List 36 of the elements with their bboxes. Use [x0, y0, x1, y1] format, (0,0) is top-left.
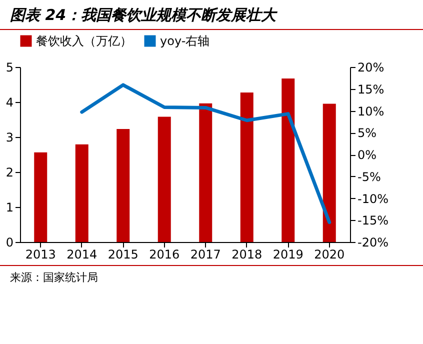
y-tick-label: 4 [6, 96, 14, 110]
y2-tick-label: 0% [358, 148, 377, 162]
bar [199, 103, 212, 242]
x-tick-label: 2020 [314, 248, 345, 262]
x-tick-label: 2018 [232, 248, 262, 262]
bar [116, 128, 130, 242]
x-tick-label: 2015 [108, 248, 138, 262]
y2-tick-label: -20% [358, 236, 389, 250]
y2-tick-label: 5% [358, 126, 377, 140]
source-note: 来源：国家统计局 [0, 265, 423, 289]
y2-tick-label: 20% [358, 60, 384, 74]
y-tick-label: 3 [6, 130, 14, 144]
x-tick-label: 2013 [25, 248, 56, 262]
y2-tick-label: -10% [358, 192, 389, 206]
y-tick-label: 1 [6, 200, 14, 214]
legend-label: yoy-右轴 [160, 34, 210, 48]
bar [158, 116, 171, 242]
y2-tick-label: -5% [358, 170, 381, 184]
line-series [80, 83, 332, 224]
x-tick-label: 2016 [149, 248, 180, 262]
y2-tick-label: 10% [358, 104, 384, 118]
bar [322, 104, 336, 242]
chart-title: 图表 24：我国餐饮业规模不断发展壮大 [0, 0, 423, 30]
bar [75, 144, 88, 242]
bar [282, 78, 295, 242]
bar [34, 152, 48, 242]
y2-tick-label: -15% [358, 214, 389, 228]
legend-label: 餐饮收入（万亿） [36, 34, 132, 48]
x-tick-label: 2017 [190, 248, 221, 262]
y2-tick-label: 15% [358, 82, 384, 96]
y-tick-label: 2 [6, 166, 14, 180]
y-tick-label: 5 [6, 60, 14, 74]
y-tick-label: 0 [6, 236, 14, 250]
x-tick-label: 2014 [66, 248, 98, 262]
x-tick-label: 2019 [272, 248, 304, 262]
bar [240, 92, 254, 242]
